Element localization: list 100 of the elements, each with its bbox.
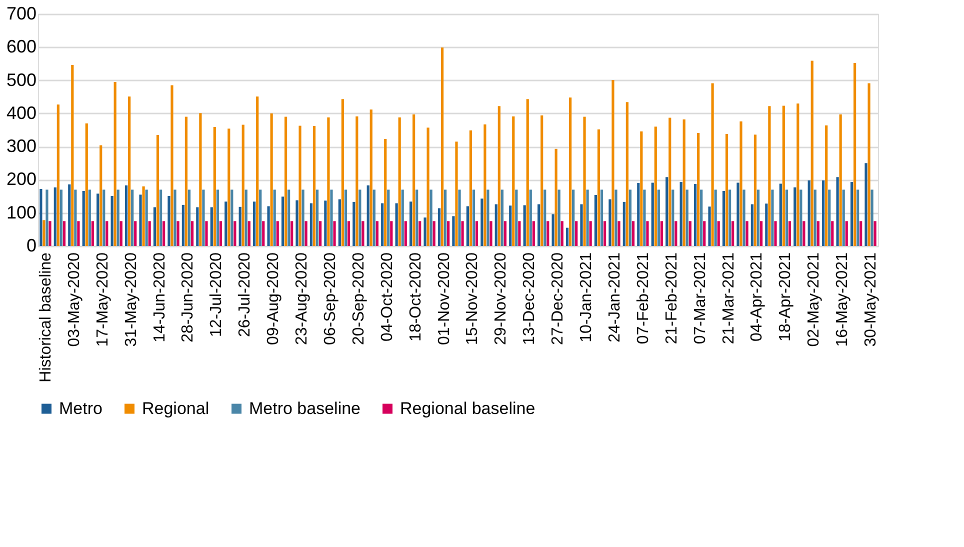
- bar: [632, 221, 635, 246]
- bar: [199, 113, 202, 246]
- bar: [774, 221, 777, 246]
- bar: [341, 99, 344, 246]
- x-tick-label: 17-May-2020: [94, 252, 112, 347]
- bar: [124, 185, 128, 246]
- bar: [316, 190, 319, 246]
- y-tick-label: 500: [6, 70, 36, 90]
- bar: [486, 190, 490, 246]
- bar: [708, 206, 711, 246]
- x-tick-label: 02-May-2021: [806, 252, 823, 347]
- bar: [330, 190, 333, 246]
- x-tick-label: 14-Jun-2020: [151, 252, 168, 342]
- bar: [714, 190, 717, 246]
- x-tick-label: 29-Nov-2020: [492, 252, 510, 345]
- bar: [540, 115, 544, 246]
- bar: [560, 221, 564, 246]
- bar: [148, 221, 151, 246]
- bar: [62, 221, 66, 246]
- bar: [688, 221, 692, 246]
- bar: [461, 221, 464, 246]
- bar: [372, 190, 376, 246]
- bar: [498, 106, 500, 246]
- bar: [312, 126, 316, 246]
- bar: [822, 180, 825, 246]
- bar: [825, 125, 828, 246]
- bar: [259, 190, 262, 246]
- x-tick-label: 10-Jan-2021: [578, 252, 596, 342]
- bar: [782, 106, 785, 246]
- bar: [842, 190, 845, 246]
- bar: [640, 131, 643, 246]
- bar: [156, 134, 160, 246]
- bar: [828, 190, 831, 246]
- bar: [756, 190, 760, 246]
- bar: [424, 217, 426, 246]
- bar: [376, 221, 378, 246]
- bar: [728, 190, 732, 246]
- bar: [54, 187, 56, 246]
- bar: [228, 128, 230, 246]
- bar: [114, 82, 116, 246]
- bar: [82, 190, 85, 246]
- y-tick-label: 300: [6, 136, 36, 156]
- bar: [831, 221, 834, 246]
- x-tick-label: 12-Jul-2020: [208, 252, 226, 337]
- bar: [455, 142, 458, 246]
- bar: [390, 221, 393, 246]
- bar: [248, 221, 250, 246]
- bar: [139, 194, 142, 246]
- bar: [281, 196, 284, 246]
- x-tick-label: 18-Oct-2020: [407, 252, 424, 342]
- bar: [91, 221, 94, 246]
- bar: [657, 190, 660, 246]
- bar: [868, 83, 870, 246]
- bar: [440, 47, 444, 246]
- bar: [153, 207, 156, 246]
- bar: [46, 190, 48, 246]
- bar: [60, 190, 63, 246]
- bar: [447, 221, 450, 246]
- bar: [276, 221, 279, 246]
- bar: [356, 116, 358, 246]
- bar: [395, 203, 398, 246]
- bar: [626, 102, 628, 246]
- bar: [732, 221, 734, 246]
- x-tick-label: 09-Aug-2020: [265, 252, 282, 346]
- bar: [71, 65, 74, 246]
- bar: [666, 177, 668, 246]
- bar: [651, 182, 654, 246]
- bar: [48, 221, 52, 246]
- bar: [668, 118, 672, 246]
- x-tick-label: 21-Feb-2021: [663, 252, 680, 344]
- bar: [120, 221, 122, 246]
- bar: [128, 96, 131, 246]
- x-tick-label: 20-Sep-2020: [350, 252, 368, 346]
- bar: [142, 186, 145, 246]
- y-tick-label: 200: [6, 169, 36, 190]
- bar: [327, 117, 330, 246]
- bar: [785, 190, 788, 246]
- bar: [224, 202, 228, 246]
- bar: [196, 207, 199, 246]
- bar: [230, 190, 234, 246]
- bar: [484, 124, 486, 246]
- x-tick-label: 21-Mar-2021: [720, 252, 738, 344]
- bar: [102, 190, 106, 246]
- bar: [490, 221, 492, 246]
- bar: [794, 187, 796, 246]
- bar: [736, 182, 740, 246]
- bar: [526, 99, 529, 246]
- bar: [572, 190, 575, 246]
- bar: [213, 127, 216, 246]
- bar: [768, 106, 771, 246]
- bar: [509, 206, 512, 246]
- bar: [532, 221, 535, 246]
- bar: [660, 221, 663, 246]
- bar: [765, 204, 768, 246]
- bar: [750, 204, 754, 246]
- bar: [700, 190, 703, 246]
- bar: [438, 208, 441, 246]
- y-tick-label: 100: [6, 202, 36, 222]
- x-tick-label: 04-Oct-2020: [378, 252, 396, 342]
- y-tick-label: 0: [26, 236, 36, 256]
